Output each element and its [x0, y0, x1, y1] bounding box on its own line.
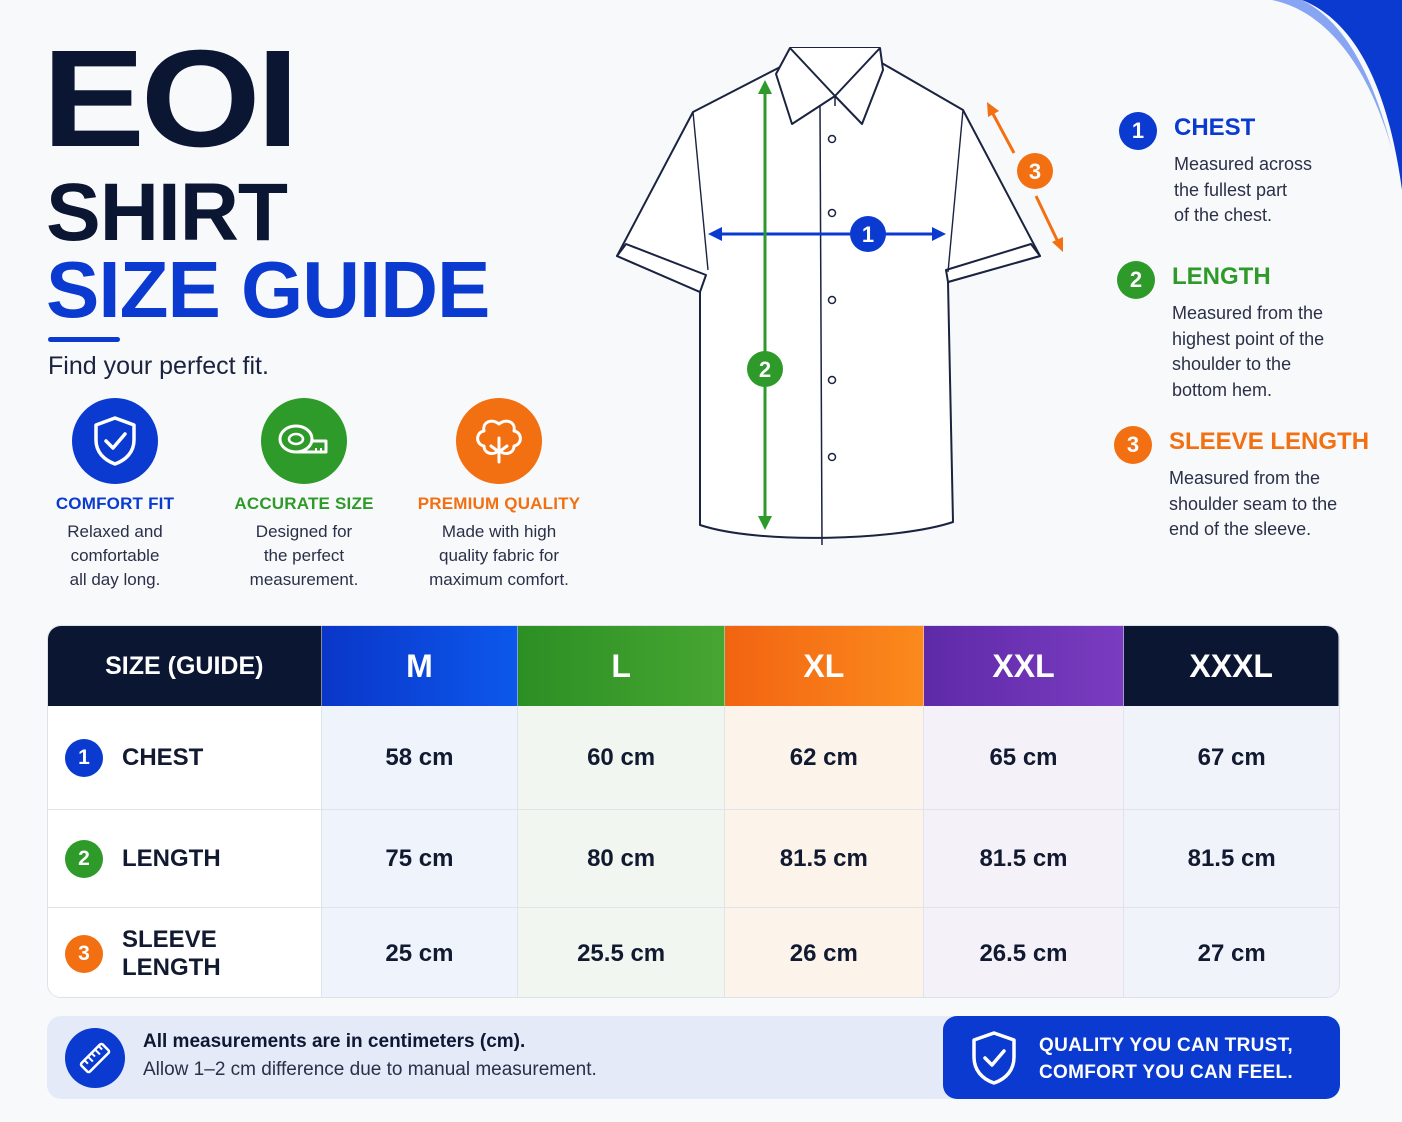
row-label-cell: 3 SLEEVE LENGTH [48, 908, 322, 997]
legend-number-badge: 3 [1114, 426, 1152, 464]
trust-line-2: COMFORT YOU CAN FEEL. [1039, 1062, 1294, 1083]
row-number-badge: 3 [65, 934, 103, 973]
feature-accurate-size: ACCURATE SIZE Designed for the perfect m… [214, 398, 394, 592]
shield-check-icon [72, 398, 158, 484]
row-label: CHEST [122, 743, 204, 771]
table-header-row: SIZE (GUIDE) M L XL XXL XXXL [48, 626, 1339, 706]
note-strong-text: All measurements are in centimeters (cm)… [143, 1031, 526, 1052]
table-cell: 62 cm [724, 706, 924, 809]
table-cell: 58 cm [321, 706, 519, 809]
legend-title: CHEST [1174, 114, 1256, 141]
legend-description: Measured from the shoulder seam to the e… [1169, 468, 1338, 539]
page-title-line1: SHIRT [46, 167, 288, 258]
length-marker-number: 2 [759, 357, 771, 382]
shield-check-icon [972, 1031, 1016, 1085]
size-header-l: L [518, 626, 725, 706]
feature-title: ACCURATE SIZE [234, 494, 374, 513]
table-cell: 67 cm [1124, 706, 1339, 809]
ruler-icon [65, 1028, 125, 1088]
legend-chest: 1 CHEST Measured across the fullest part… [1119, 112, 1379, 232]
table-cell: 81.5 cm [1124, 810, 1339, 907]
feature-comfort-fit: COMFORT FIT Relaxed and comfortable all … [24, 398, 206, 592]
table-cell: 60 cm [518, 706, 725, 809]
table-cell: 81.5 cm [724, 810, 924, 907]
table-cell: 81.5 cm [923, 810, 1125, 907]
row-label-cell: 1 CHEST [48, 706, 322, 809]
row-label: LENGTH [122, 844, 221, 872]
feature-premium-quality: PREMIUM QUALITY Made with high quality f… [404, 398, 594, 592]
legend-number-badge: 1 [1119, 112, 1157, 150]
table-row-chest: 1 CHEST 58 cm 60 cm 62 cm 65 cm 67 cm [48, 706, 1339, 810]
sleeve-marker-number: 3 [1029, 159, 1041, 184]
table-cell: 75 cm [321, 810, 519, 907]
note-regular-text: Allow 1–2 cm difference due to manual me… [143, 1059, 597, 1080]
size-header-m: M [321, 626, 519, 706]
row-number-badge: 1 [65, 738, 103, 777]
row-label-cell: 2 LENGTH [48, 810, 322, 907]
legend-length: 2 LENGTH Measured from the highest point… [1117, 261, 1377, 401]
table-cell: 26 cm [724, 908, 924, 997]
measuring-tape-icon [261, 398, 347, 484]
row-number-badge: 2 [65, 839, 103, 878]
trust-line-1: QUALITY YOU CAN TRUST, [1039, 1035, 1293, 1056]
legend-number-badge: 2 [1117, 261, 1155, 299]
feature-description: Designed for the perfect measurement. [249, 522, 359, 589]
table-cell: 65 cm [923, 706, 1125, 809]
feature-description: Made with high quality fabric for maximu… [429, 522, 569, 589]
legend-description: Measured from the highest point of the s… [1172, 303, 1325, 400]
legend-sleeve-length: 3 SLEEVE LENGTH Measured from the should… [1114, 426, 1384, 546]
table-cell: 80 cm [518, 810, 725, 907]
table-cell: 26.5 cm [923, 908, 1125, 997]
legend-description: Measured across the fullest part of the … [1174, 154, 1313, 225]
quality-trust-banner: QUALITY YOU CAN TRUST, COMFORT YOU CAN F… [943, 1016, 1340, 1099]
legend-title: SLEEVE LENGTH [1169, 428, 1370, 455]
size-header-xxl: XXL [923, 626, 1125, 706]
size-header-xxxl: XXXL [1124, 626, 1339, 706]
cotton-flower-icon [456, 398, 542, 484]
corner-swoosh-decoration [1272, 0, 1402, 190]
table-cell: 25 cm [321, 908, 519, 997]
feature-title: PREMIUM QUALITY [417, 494, 581, 513]
table-row-length: 2 LENGTH 75 cm 80 cm 81.5 cm 81.5 cm 81.… [48, 810, 1339, 908]
table-cell: 25.5 cm [518, 908, 725, 997]
shirt-diagram: 1 2 3 [616, 47, 1063, 546]
size-header-xl: XL [724, 626, 924, 706]
page-title-line2: SIZE GUIDE [46, 245, 490, 334]
row-label: SLEEVE LENGTH [122, 925, 221, 981]
chest-marker-number: 1 [862, 222, 874, 247]
title-underline [48, 337, 120, 342]
brand-logo-text: EOI [42, 22, 299, 176]
size-table: SIZE (GUIDE) M L XL XXL XXXL 1 CHEST 58 … [47, 625, 1340, 998]
feature-description: Relaxed and comfortable all day long. [67, 522, 163, 589]
table-header-label: SIZE (GUIDE) [48, 626, 322, 706]
legend-title: LENGTH [1172, 263, 1271, 290]
measurement-note: All measurements are in centimeters (cm)… [47, 1016, 1087, 1099]
table-cell: 27 cm [1124, 908, 1339, 997]
tagline: Find your perfect fit. [48, 352, 269, 380]
feature-title: COMFORT FIT [55, 494, 175, 513]
table-row-sleeve-length: 3 SLEEVE LENGTH 25 cm 25.5 cm 26 cm 26.5… [48, 908, 1339, 997]
